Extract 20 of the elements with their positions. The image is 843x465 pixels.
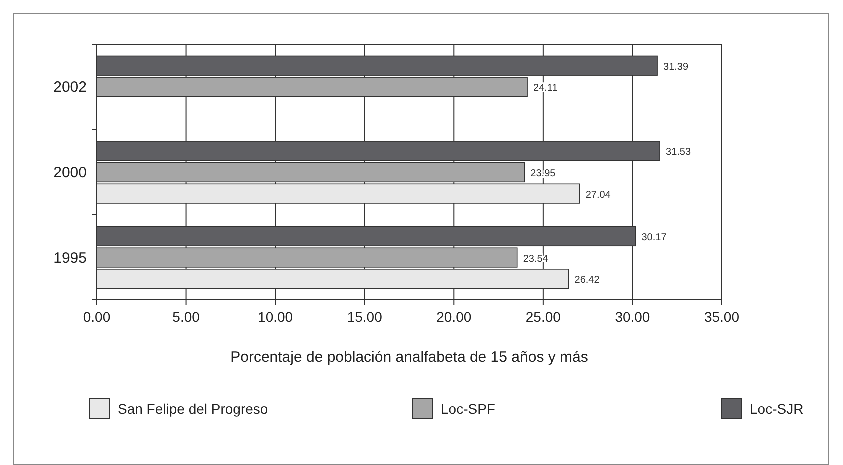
x-axis-title: Porcentaje de población analfabeta de 15 años y más	[230, 349, 588, 366]
x-tick-label: 25.00	[526, 309, 562, 325]
y-tick-label: 2002	[54, 79, 87, 96]
x-tick-label: 0.00	[83, 309, 111, 325]
data-label: 31.53	[666, 147, 692, 158]
data-label: 26.42	[574, 275, 600, 286]
data-label: 27.04	[586, 190, 612, 201]
x-tick-label: 5.00	[172, 309, 200, 325]
data-label: 30.17	[642, 232, 668, 244]
x-tick-label: 30.00	[615, 309, 650, 325]
x-tick-label: 35.00	[704, 309, 740, 325]
data-label: 31.39	[664, 62, 689, 73]
y-tick-label: 1995	[54, 250, 87, 267]
legend-label: Loc-SPF	[441, 401, 496, 417]
legend-label: San Felipe del Progreso	[118, 401, 268, 417]
x-tick-label: 20.00	[436, 309, 472, 325]
x-tick-label: 10.00	[258, 309, 294, 325]
x-tick-label: 15.00	[347, 309, 383, 325]
legend-label: Loc-SJR	[750, 401, 804, 417]
y-tick-label: 2000	[54, 164, 87, 182]
